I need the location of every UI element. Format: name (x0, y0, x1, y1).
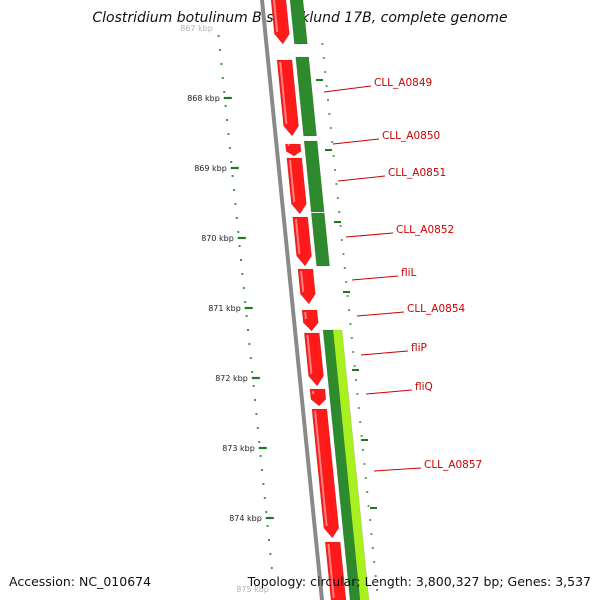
gene-labels: CLL_A0849 CLL_A0850 CLL_A0851 CLL_A0852 fliL… (323, 77, 482, 472)
kbp-tick-label: 869 kbp (194, 164, 227, 173)
arrow-highlight (289, 159, 296, 203)
arrow-highlight (314, 410, 328, 527)
kbp-tick-label: 867 kbp (180, 24, 213, 33)
kbp-tick-label: 868 kbp (187, 94, 220, 103)
gene-label-connector (337, 175, 386, 182)
kbp-tick-label: 870 kbp (201, 234, 234, 243)
arrow-highlight (294, 218, 301, 255)
kbp-tick-label: 875 kbp (236, 585, 269, 594)
gene-label: CLL_A0849 (374, 77, 432, 89)
gene-tracks (259, 0, 370, 600)
arrow-highlight (327, 543, 335, 599)
forward-gene-light (332, 329, 370, 600)
gene-label: CLL_A0852 (396, 224, 454, 236)
gene-label-connector (351, 275, 399, 281)
gene-label: CLL_A0854 (407, 303, 466, 315)
accession-text: Accession: NC_010674 (9, 574, 152, 589)
gene-label: fliP (411, 342, 427, 354)
gene-label: CLL_A0857 (424, 459, 482, 471)
kbp-tick-label: 871 kbp (208, 304, 241, 313)
forward-gene-block (310, 212, 330, 267)
arrow-highlight (272, 0, 279, 33)
forward-gene-block (289, 0, 308, 45)
arrow-highlight (304, 311, 307, 320)
gene-label-connector (345, 232, 394, 238)
arrow-highlight (279, 61, 288, 125)
arrow-highlight (300, 270, 305, 293)
arrow-highlight (306, 334, 313, 375)
forward-gene-block (303, 140, 325, 213)
gene-label: CLL_A0851 (388, 167, 446, 179)
gene-label-connector (323, 85, 372, 93)
gene-label: CLL_A0850 (382, 130, 440, 142)
backbone-line (259, 0, 325, 600)
topology-summary: Topology: circular; Length: 3,800,327 bp… (247, 574, 591, 589)
reverse-gene-arrow (270, 0, 290, 45)
reverse-gene-arrow (285, 143, 302, 157)
gene-label-connector (356, 311, 405, 317)
kbp-tick-label: 874 kbp (229, 514, 262, 523)
gene-label-connector (332, 138, 380, 145)
gene-label-connector (373, 467, 422, 472)
gene-label-connector (360, 350, 409, 356)
forward-gene-block (322, 329, 364, 600)
gene-label: fliQ (415, 381, 433, 393)
kbp-ruler: 867 kbp 868 kbp 869 kbp 870 kbp 871 kbp 872 k… (180, 24, 378, 594)
gene-label: fliL (401, 267, 417, 279)
gene-label-connector (365, 389, 413, 395)
kbp-tick-label: 872 kbp (215, 374, 248, 383)
kbp-tick-label: 873 kbp (222, 444, 255, 453)
forward-gene-block (295, 56, 317, 137)
